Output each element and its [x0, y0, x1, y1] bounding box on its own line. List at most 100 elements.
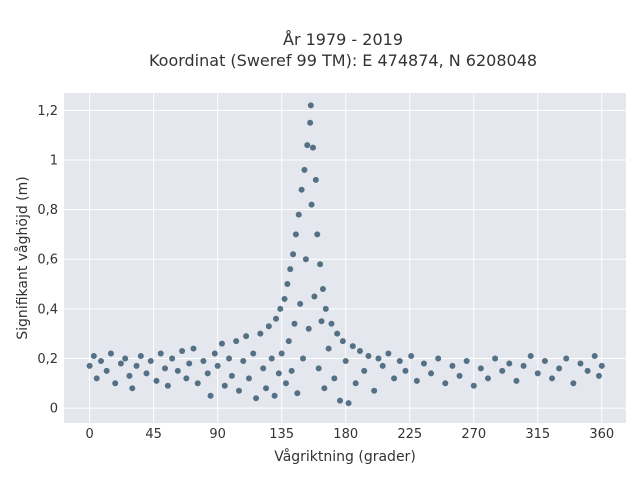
data-point — [169, 355, 176, 362]
data-point — [282, 380, 289, 387]
data-point — [86, 362, 93, 369]
data-point — [352, 380, 359, 387]
data-point — [183, 375, 190, 382]
data-point — [233, 338, 240, 345]
data-point — [314, 231, 321, 238]
data-point — [245, 375, 252, 382]
data-point — [300, 355, 307, 362]
data-point — [281, 295, 288, 302]
data-point — [413, 377, 420, 384]
data-point — [315, 365, 322, 372]
data-point — [311, 293, 318, 300]
data-point — [428, 370, 435, 377]
x-tick-label: 315 — [525, 427, 550, 442]
data-point — [307, 119, 314, 126]
data-point — [112, 380, 119, 387]
data-point — [275, 370, 282, 377]
data-point — [278, 350, 285, 357]
data-point — [317, 261, 324, 268]
data-point — [345, 400, 352, 407]
data-point — [228, 372, 235, 379]
data-point — [186, 360, 193, 367]
chart-title-line2: Koordinat (Sweref 99 TM): E 474874, N 62… — [149, 51, 537, 70]
data-point — [534, 370, 541, 377]
data-point — [375, 355, 382, 362]
data-point — [312, 176, 319, 183]
data-point — [342, 357, 349, 364]
data-point — [591, 353, 598, 360]
data-point — [288, 367, 295, 374]
data-point — [162, 365, 169, 372]
data-point — [328, 320, 335, 327]
data-point — [93, 375, 100, 382]
data-point — [456, 372, 463, 379]
data-point — [321, 385, 328, 392]
data-point — [305, 325, 312, 332]
data-point — [194, 380, 201, 387]
data-point — [214, 362, 221, 369]
data-point — [260, 365, 267, 372]
data-point — [284, 281, 291, 288]
data-point — [271, 392, 278, 399]
data-point — [322, 305, 329, 312]
y-tick-label: 0,4 — [37, 302, 58, 317]
data-point — [361, 367, 368, 374]
data-point — [379, 362, 386, 369]
chart-title-line1: År 1979 - 2019 — [283, 30, 403, 49]
data-point — [153, 377, 160, 384]
data-point — [240, 357, 247, 364]
data-point — [339, 338, 346, 345]
data-point — [200, 357, 207, 364]
x-tick-label: 360 — [589, 427, 614, 442]
data-point — [277, 305, 284, 312]
data-point — [334, 330, 341, 337]
data-point — [595, 372, 602, 379]
x-tick-label: 180 — [333, 427, 358, 442]
data-point — [164, 382, 171, 389]
data-point — [292, 231, 299, 238]
y-tick-label: 1,2 — [37, 104, 58, 119]
data-point — [97, 357, 104, 364]
data-point — [520, 362, 527, 369]
data-point — [204, 370, 211, 377]
data-point — [396, 357, 403, 364]
data-point — [190, 345, 197, 352]
data-point — [257, 330, 264, 337]
y-tick-label: 0,2 — [37, 352, 58, 367]
data-point — [137, 353, 144, 360]
data-point — [272, 315, 279, 322]
data-point — [365, 353, 372, 360]
data-point — [236, 387, 243, 394]
data-point — [253, 395, 260, 402]
data-point — [211, 350, 218, 357]
data-point — [477, 365, 484, 372]
data-point — [268, 355, 275, 362]
data-point — [285, 338, 292, 345]
data-point — [295, 211, 302, 218]
data-point — [499, 367, 506, 374]
data-point — [301, 166, 308, 173]
data-point — [420, 360, 427, 367]
data-point — [337, 397, 344, 404]
y-axis-ticks: 0 0,2 0,4 0,6 0,8 1 1,2 — [37, 104, 58, 417]
data-point — [492, 355, 499, 362]
x-tick-label: 225 — [397, 427, 422, 442]
data-point — [263, 385, 270, 392]
data-point — [356, 348, 363, 355]
data-point — [218, 340, 225, 347]
data-point — [402, 367, 409, 374]
data-point — [221, 382, 228, 389]
data-point — [442, 380, 449, 387]
data-point — [484, 375, 491, 382]
data-point — [129, 385, 136, 392]
data-point — [179, 348, 186, 355]
data-point — [556, 365, 563, 372]
data-point — [527, 353, 534, 360]
data-point — [598, 362, 605, 369]
data-point — [290, 251, 297, 258]
data-point — [308, 201, 315, 208]
data-point — [584, 367, 591, 374]
data-point — [174, 367, 181, 374]
data-point — [463, 357, 470, 364]
data-point — [287, 266, 294, 273]
